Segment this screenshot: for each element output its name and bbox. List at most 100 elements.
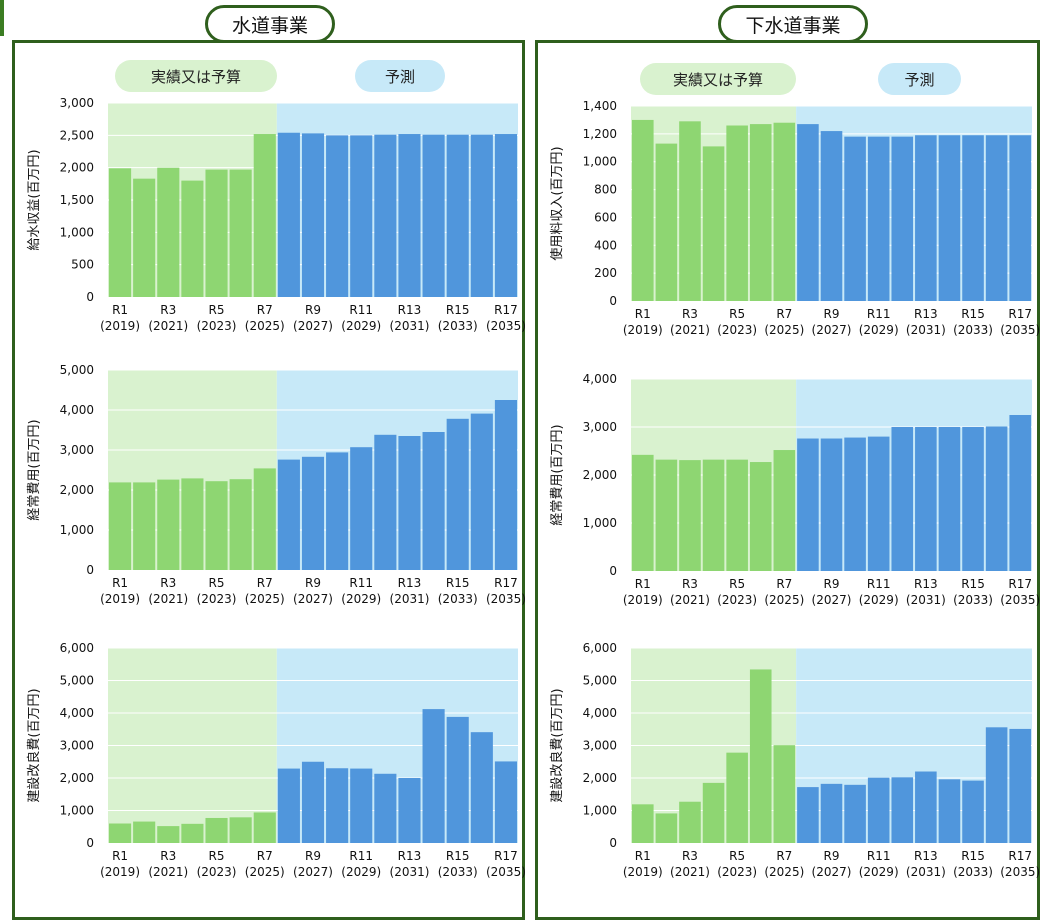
y-axis-label: 建設改良費(百万円) [26,688,42,802]
x-tick-year: (2029) [341,592,381,606]
bar-R11 [867,136,890,301]
y-tick-label: 5,000 [60,674,94,688]
x-tick-year: (2019) [100,865,140,879]
x-tick-year: (2025) [764,593,804,607]
y-tick-label: 1,000 [583,155,617,169]
x-tick-label: R15 [446,849,470,863]
bar-R7 [253,468,276,570]
bar-R8 [797,787,819,843]
bar-R1 [109,482,132,570]
bar-R17 [494,400,517,570]
x-tick-year: (2033) [438,865,478,879]
bar-R6 [229,479,252,570]
y-tick-label: 1,000 [583,516,617,530]
legend-forecast-water: 予測 [355,60,445,92]
bar-R15 [962,135,984,301]
x-tick-year: (2033) [438,319,478,333]
x-tick-label: R13 [398,303,422,317]
bar-R1 [632,804,654,843]
x-tick-label: R1 [635,577,651,591]
x-tick-year: (2029) [859,593,899,607]
y-tick-label: 5,000 [60,363,94,377]
chart-sewer-construction: 0 1,000 2,000 3,000 4,000 5,000 6,000 R1 (2019) R… [549,641,1040,879]
x-tick-year: (2023) [717,323,757,337]
bar-R3 [679,801,701,843]
x-tick-year: (2023) [717,865,757,879]
x-tick-label: R5 [209,849,225,863]
panel-title-water: 水道事業 [205,5,335,43]
bar-R6 [749,462,772,571]
bar-R2 [655,459,678,571]
bar-R8 [277,459,300,570]
bar-R3 [157,167,180,297]
bar-R17 [1009,415,1031,571]
bar-R5 [726,459,748,571]
bar-R16 [985,727,1008,843]
bar-R10 [326,135,349,297]
bar-R4 [702,146,725,301]
bar-R15 [962,780,984,843]
x-tick-label: R5 [729,307,745,321]
bar-R14 [938,427,961,571]
x-tick-year: (2025) [764,323,804,337]
bar-R12 [891,427,914,571]
bar-R16 [985,135,1008,301]
x-tick-label: R9 [824,577,840,591]
bar-R12 [891,136,914,301]
x-tick-year: (2033) [953,593,993,607]
y-tick-label: 200 [594,266,617,280]
bar-R7 [253,812,276,843]
x-tick-year: (2027) [812,593,852,607]
x-tick-year: (2023) [197,592,237,606]
x-tick-label: R15 [446,303,470,317]
x-tick-year: (2019) [623,323,663,337]
y-tick-label: 2,000 [60,161,94,175]
bar-R15 [446,716,469,843]
y-tick-label: 1,000 [60,523,94,537]
x-tick-label: R15 [961,577,985,591]
bar-R5 [726,752,748,843]
bar-R2 [655,143,678,301]
chart-sewer-expense: 0 1,000 2,000 3,000 4,000 R1 (2019) R3 (2021) R5 (… [550,372,1040,607]
x-tick-label: R7 [257,303,273,317]
x-tick-year: (2035) [1000,865,1040,879]
bar-R3 [679,460,701,571]
bar-R13 [915,427,937,571]
y-tick-label: 3,000 [60,739,94,753]
bar-R6 [229,169,252,297]
x-tick-label: R1 [112,576,128,590]
bar-R14 [938,779,961,843]
y-tick-label: 2,000 [60,771,94,785]
bar-R14 [422,709,445,843]
bar-R8 [277,768,300,843]
bar-R1 [109,823,132,843]
bar-R11 [350,447,373,570]
bar-R11 [867,777,890,843]
x-tick-year: (2025) [245,319,285,333]
x-tick-label: R11 [349,576,373,590]
bar-R1 [632,119,654,301]
y-tick-label: 4,000 [583,706,617,720]
y-axis-label: 使用料収入(百万円) [549,146,565,260]
panel-title-sewer: 下水道事業 [718,5,868,43]
bar-R6 [229,817,252,843]
bar-R17 [1009,728,1031,843]
bar-R16 [985,426,1008,571]
y-tick-label: 4,000 [60,403,94,417]
x-tick-label: R9 [305,849,321,863]
y-tick-label: 1,200 [583,127,617,141]
bar-R17 [494,134,517,297]
y-tick-label: 0 [609,564,617,578]
y-tick-label: 2,000 [60,483,94,497]
x-tick-label: R5 [209,576,225,590]
y-tick-label: 600 [594,210,617,224]
bar-R13 [398,134,421,297]
x-tick-year: (2021) [148,865,188,879]
bar-R1 [109,168,132,297]
chart-water-construction: 0 1,000 2,000 3,000 4,000 5,000 6,000 R1 (2019) R… [26,641,526,879]
chart-water-expense: 0 1,000 2,000 3,000 4,000 5,000 R1 (2019) R3 (202… [27,363,526,606]
y-tick-label: 1,000 [60,804,94,818]
bar-R5 [205,481,228,570]
bar-R12 [374,434,397,570]
bar-R15 [962,427,984,571]
